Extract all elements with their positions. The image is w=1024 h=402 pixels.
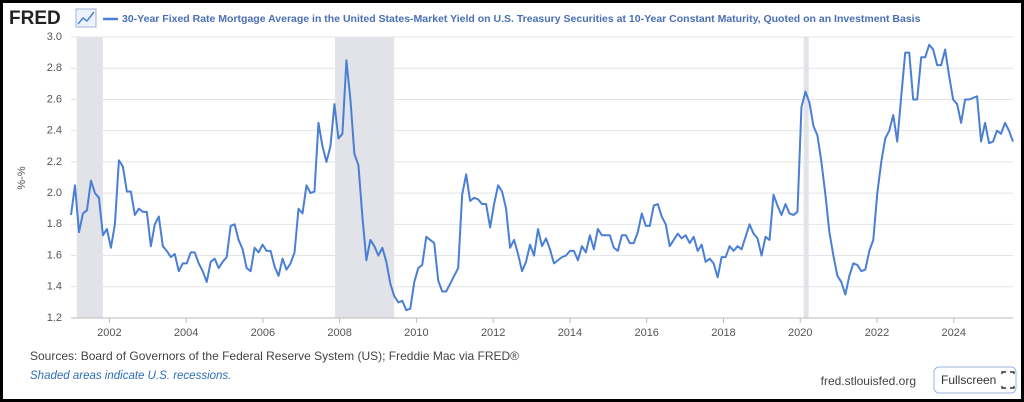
y-tick-label: 3.0 [47,31,62,43]
plot-area: 1.2 1.4 1.6 1.8 2.0 2.2 2.4 2.6 2.8 3.0 2002 2004 20… [47,31,1014,339]
y-tick-label: 2.6 [47,93,62,105]
x-tick-label: 2010 [404,327,428,339]
recession-note: Shaded areas indicate U.S. recessions. [30,370,231,382]
x-tick-label: 2014 [558,327,582,339]
x-tick-label: 2012 [481,327,505,339]
legend-label: 30-Year Fixed Rate Mortgage Average in t… [122,13,921,25]
panel [3,3,1021,399]
recession-shade [803,37,809,318]
fullscreen-button[interactable] [933,366,1017,394]
data-line [70,43,1014,312]
logo-icon [75,8,97,28]
fullscreen-label[interactable]: Fullscreen [941,373,996,387]
y-tick-label: 2.4 [47,125,62,137]
y-tick-label: 2.2 [47,156,62,168]
recession-shade [335,37,395,318]
y-tick-label: 1.4 [47,281,62,293]
site-link[interactable]: fred.stlouisfed.org [821,374,916,388]
x-tick-label: 2006 [251,327,275,339]
recession-shade [76,37,103,318]
x-tick-label: 2008 [327,327,351,339]
x-tick-label: 2004 [174,327,198,339]
y-tick-label: 1.2 [47,312,62,324]
y-axis-label: %-% [16,166,28,189]
x-tick-label: 2022 [865,327,889,339]
y-tick-label: 2.8 [47,62,62,74]
source: Sources: Board of Governors of the Feder… [30,349,519,363]
x-tick-label: 2024 [941,327,965,339]
logo-icon-line [77,11,95,25]
fullscreen-icon[interactable] [1001,371,1015,389]
logo: FRED [9,8,61,29]
x-tick-label: 2020 [788,327,812,339]
x-tick-label: 2016 [634,327,658,339]
y-tick-label: 2.0 [47,187,62,199]
y-tick-label: 1.8 [47,218,62,230]
y-tick-label: 1.6 [47,249,62,261]
x-tick-label: 2018 [711,327,735,339]
x-tick-label: 2002 [97,327,121,339]
